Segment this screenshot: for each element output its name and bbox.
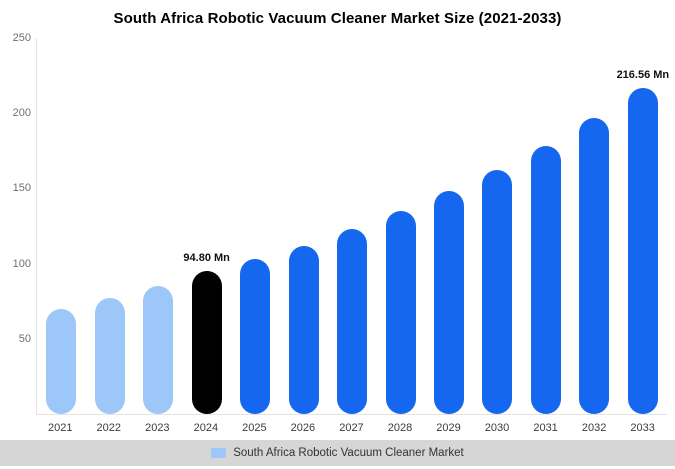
bar-2028: [385, 210, 416, 414]
x-tick-label-2030: 2030: [484, 422, 510, 434]
x-tick-label-2032: 2032: [581, 422, 607, 434]
bar-series: 94.80 Mn 216.56 Mn: [37, 38, 670, 414]
x-tick-label-2026: 2026: [290, 422, 316, 434]
bar-2030: [482, 170, 513, 414]
bar-column: [37, 38, 85, 414]
y-tick-label: 50: [18, 332, 31, 345]
bar-2023: [143, 286, 174, 414]
bar-2032: [579, 118, 610, 414]
y-tick-label: 100: [12, 257, 31, 270]
x-tick-label-2027: 2027: [339, 422, 364, 434]
bar-2025: [240, 259, 271, 414]
plot-area: 250 200 150 100 50 94.80 Mn 216.56 Mn: [13, 32, 670, 415]
x-axis: 2021 2022 2023 2024 2025 2026 2027 2028 2029 2030…: [36, 416, 667, 438]
bar-column: 216.56 Mn: [616, 38, 670, 414]
bar-2026: [288, 245, 319, 414]
bar-column: 94.80 Mn: [182, 38, 230, 414]
chart-title: South Africa Robotic Vacuum Cleaner Mark…: [113, 10, 562, 27]
y-tick-label: 200: [12, 107, 31, 120]
bar-2021: [46, 308, 77, 414]
bar-column: [376, 38, 424, 414]
bar-2033: [627, 88, 658, 414]
bar-2031: [530, 145, 561, 414]
x-tick-label-2031: 2031: [533, 422, 558, 434]
legend: South Africa Robotic Vacuum Cleaner Mark…: [0, 440, 675, 466]
x-tick-label-2025: 2025: [242, 422, 267, 434]
y-tick-label: 250: [12, 32, 31, 44]
bar-column: [570, 38, 618, 414]
x-tick-label-2033: 2033: [630, 422, 655, 434]
bar-column: [279, 38, 327, 414]
x-tick-label-2021: 2021: [48, 422, 73, 434]
bar-column: [231, 38, 279, 414]
bar-column: [522, 38, 570, 414]
bar-column: [425, 38, 473, 414]
x-tick-label-2028: 2028: [387, 422, 413, 434]
data-label-2024: 94.80 Mn: [183, 252, 230, 265]
x-tick-label-2022: 2022: [96, 422, 122, 434]
y-tick-label: 150: [12, 182, 31, 195]
bar-column: [134, 38, 182, 414]
data-label-2033: 216.56 Mn: [616, 69, 670, 82]
bar-column: [328, 38, 376, 414]
legend-label: South Africa Robotic Vacuum Cleaner Mark…: [233, 447, 464, 459]
bar-column: [473, 38, 521, 414]
bar-column: [85, 38, 133, 414]
x-tick-label-2023: 2023: [145, 422, 170, 434]
legend-swatch: [211, 448, 227, 458]
bar-2027: [337, 229, 368, 414]
x-tick-label-2024: 2024: [193, 422, 219, 434]
bar-2022: [94, 298, 125, 414]
bar-2024: [191, 271, 222, 414]
bar-2029: [433, 190, 464, 414]
x-tick-label-2029: 2029: [436, 422, 461, 434]
